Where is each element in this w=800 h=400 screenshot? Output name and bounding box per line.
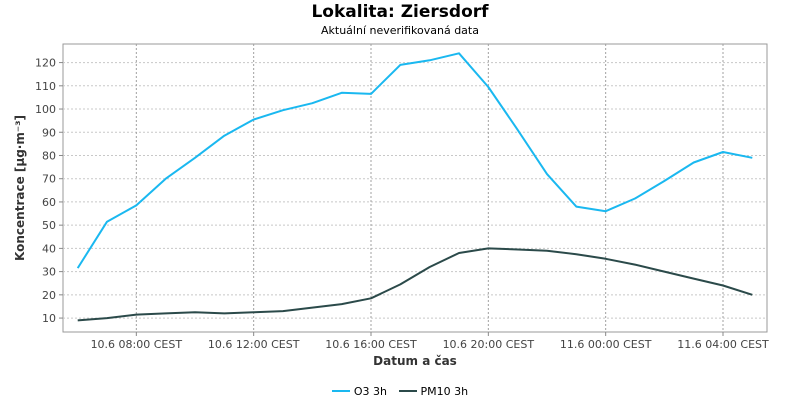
x-tick-label: 10.6 12:00 CEST (208, 338, 300, 351)
series-line-pm10 (77, 247, 753, 322)
legend-swatch-o3 (331, 390, 350, 392)
y-tick-label: 60 (42, 196, 56, 209)
x-tick-label: 10.6 08:00 CEST (91, 338, 183, 351)
legend-item-o3: O3 3h (331, 384, 388, 398)
y-axis-label: Koncentrace [µg·m⁻³] (13, 115, 27, 261)
y-tick-label: 10 (42, 312, 56, 325)
y-tick-label: 80 (42, 149, 56, 162)
series-line-o3 (76, 52, 753, 269)
x-tick-label: 11.6 04:00 CEST (677, 338, 769, 351)
y-tick-label: 30 (42, 266, 56, 279)
series-lines (76, 52, 753, 322)
y-tick-label: 100 (35, 103, 56, 116)
axes: 10 20 30 40 50 60 70 80 90 100 110 120 10.6 08:00 CE… (35, 57, 769, 351)
y-tick-label: 110 (35, 80, 56, 93)
y-tick-label: 50 (42, 219, 56, 232)
legend-swatch-pm10 (398, 390, 417, 392)
legend-label-o3: O3 3h (353, 384, 388, 398)
legend: O3 3h PM10 3h (0, 382, 800, 398)
chart-title: Lokalita: Ziersdorf (311, 2, 489, 22)
chart-subtitle: Aktuální neverifikovaná data (321, 24, 479, 37)
legend-item-pm10: PM10 3h (398, 384, 469, 398)
y-tick-label: 90 (42, 126, 56, 139)
y-tick-label: 20 (42, 289, 56, 302)
y-tick-label: 40 (42, 242, 56, 255)
legend-label-pm10: PM10 3h (420, 384, 469, 398)
x-tick-label: 11.6 00:00 CEST (560, 338, 652, 351)
x-axis-label: Datum a čas (373, 354, 457, 368)
plot-area (62, 43, 768, 333)
y-tick-label: 70 (42, 173, 56, 186)
y-tick-label: 120 (35, 57, 56, 70)
x-tick-label: 10.6 16:00 CEST (325, 338, 417, 351)
x-tick-label: 10.6 20:00 CEST (443, 338, 535, 351)
